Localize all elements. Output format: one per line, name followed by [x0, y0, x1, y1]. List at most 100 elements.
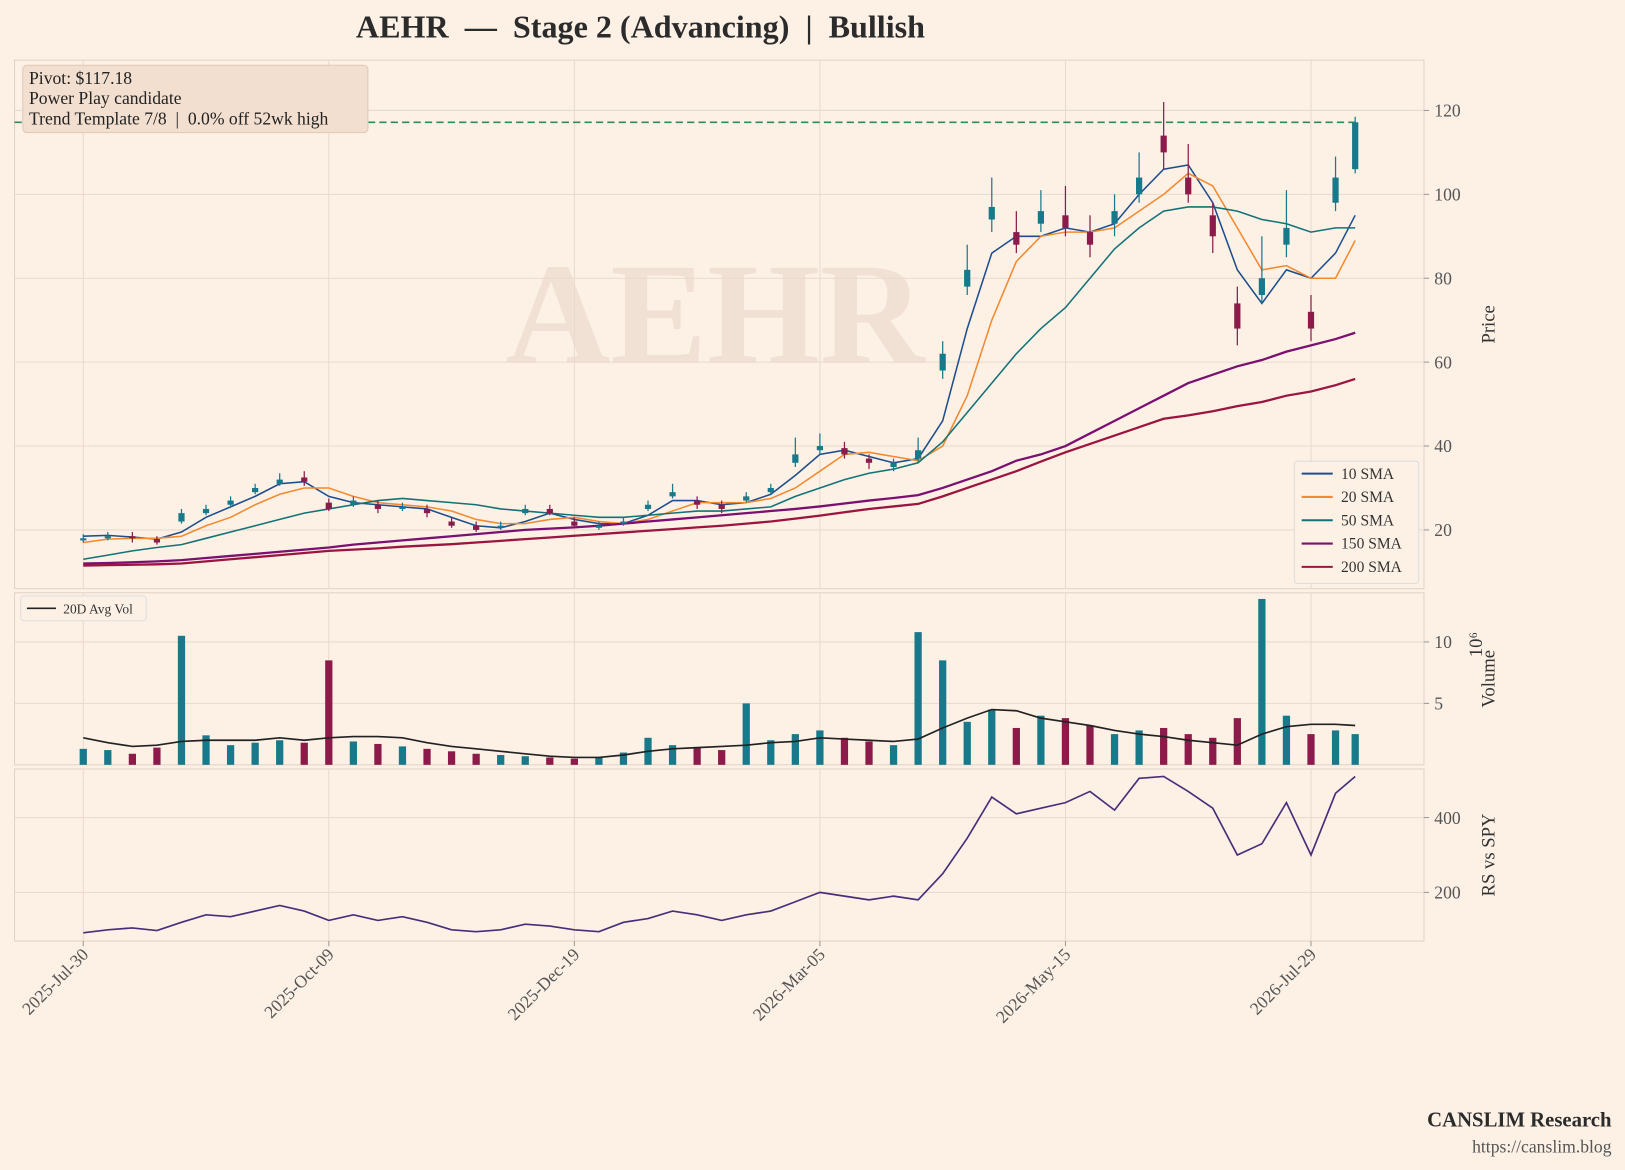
volume-bar: [840, 737, 849, 765]
y-tick-label: 40: [1434, 436, 1452, 456]
candle-body: [1332, 177, 1339, 203]
y-tick-label: 200: [1434, 883, 1461, 903]
candle-body: [1062, 215, 1069, 228]
volume-bar: [570, 758, 578, 765]
volume-bar: [1110, 734, 1119, 765]
legend-label: 10 SMA: [1341, 466, 1395, 483]
annotation-text: Pivot: $117.18: [29, 68, 132, 88]
candle-body: [939, 353, 946, 371]
candle-body: [448, 521, 455, 526]
candle-body: [227, 500, 234, 505]
candle-body: [718, 504, 725, 509]
candle-body: [1160, 135, 1167, 153]
candle-body: [1086, 232, 1094, 245]
volume-bar: [423, 748, 431, 765]
watermark: AEHR: [506, 235, 927, 395]
volume-bar: [472, 753, 480, 765]
volume-bar: [1012, 727, 1020, 765]
y-axis-label: Price: [1478, 305, 1499, 343]
candle-body: [80, 538, 87, 541]
candle-body: [644, 504, 652, 509]
volume-bar: [104, 750, 112, 765]
volume-bar: [1331, 730, 1340, 765]
annotation-text: Trend Template 7/8 | 0.0% off 52wk high: [29, 108, 329, 128]
volume-bar: [791, 734, 799, 765]
candle-body: [595, 525, 603, 528]
y-tick-label: 20: [1434, 520, 1452, 540]
candle-body: [252, 487, 259, 493]
volume-bar: [276, 740, 284, 765]
candle-body: [669, 492, 676, 497]
legend-label: 50 SMA: [1341, 512, 1395, 529]
candle-body: [816, 446, 824, 451]
volume-bar: [1282, 715, 1291, 765]
candle-body: [1185, 177, 1192, 195]
candle-body: [865, 458, 873, 463]
volume-bar: [1184, 734, 1192, 765]
candle-body: [546, 508, 553, 514]
volume-bar: [202, 735, 210, 765]
candle-body: [1037, 211, 1045, 224]
sma-line: [83, 377, 1356, 567]
candle-body: [1136, 177, 1143, 195]
candle-body: [202, 508, 210, 514]
volume-bar: [374, 743, 382, 765]
candle-body: [743, 496, 750, 501]
candle-body: [129, 536, 136, 539]
volume-bar: [497, 754, 505, 765]
legend-label: 150 SMA: [1341, 536, 1403, 553]
avg-volume-line: [83, 708, 1356, 759]
volume-bar: [447, 751, 456, 765]
volume-bar: [914, 632, 922, 765]
volume-bar: [1037, 715, 1045, 765]
candle-body: [178, 513, 185, 522]
panel-frame: [13, 768, 1425, 942]
chart-title: AEHR — Stage 2 (Advancing) | Bullish: [356, 8, 925, 44]
volume-bar: [865, 741, 873, 765]
candle-body: [497, 525, 504, 528]
rs-line: [83, 775, 1356, 934]
candle-body: [350, 500, 357, 505]
candle-body: [1209, 215, 1216, 237]
candle-body: [153, 539, 161, 543]
volume-bar: [742, 703, 750, 765]
legend-label: 200 SMA: [1341, 559, 1403, 576]
volume-bar: [718, 750, 726, 765]
y-tick-label: 100: [1434, 185, 1461, 205]
candle-body: [1352, 122, 1359, 170]
y-tick-label: 80: [1434, 268, 1452, 288]
candle-body: [620, 521, 627, 524]
candle-body: [276, 479, 283, 484]
y-axis-label: RS vs SPY: [1478, 814, 1499, 897]
y-offset-label: 10⁶: [1466, 632, 1487, 657]
candle-body: [1258, 278, 1265, 296]
volume-bar: [619, 752, 628, 765]
candle-body: [841, 448, 848, 455]
volume-bar: [349, 741, 357, 765]
volume-bar: [325, 660, 333, 765]
volume-bar: [521, 756, 529, 765]
volume-bar: [128, 753, 136, 765]
volume-bar: [963, 721, 971, 765]
volume-bar: [1061, 718, 1070, 765]
volume-bar: [668, 745, 677, 765]
volume-bar: [1233, 718, 1241, 765]
candle-body: [325, 502, 332, 509]
legend-label: 20D Avg Vol: [63, 602, 133, 617]
volume-bar: [988, 709, 996, 765]
legend-label: 20 SMA: [1341, 489, 1395, 506]
sma-line: [83, 331, 1356, 565]
candle-body: [374, 504, 382, 509]
footer-brand: CANSLIM Research: [1427, 1110, 1612, 1132]
volume-bar: [1351, 734, 1359, 765]
volume-bar: [177, 635, 186, 765]
volume-bar: [1135, 730, 1143, 765]
y-tick-label: 10: [1434, 632, 1452, 652]
candle-body: [571, 521, 578, 526]
y-axis-label: Volume: [1478, 650, 1499, 708]
candle-body: [1307, 311, 1315, 329]
candle-body: [399, 506, 406, 509]
volume-bar: [398, 746, 407, 765]
